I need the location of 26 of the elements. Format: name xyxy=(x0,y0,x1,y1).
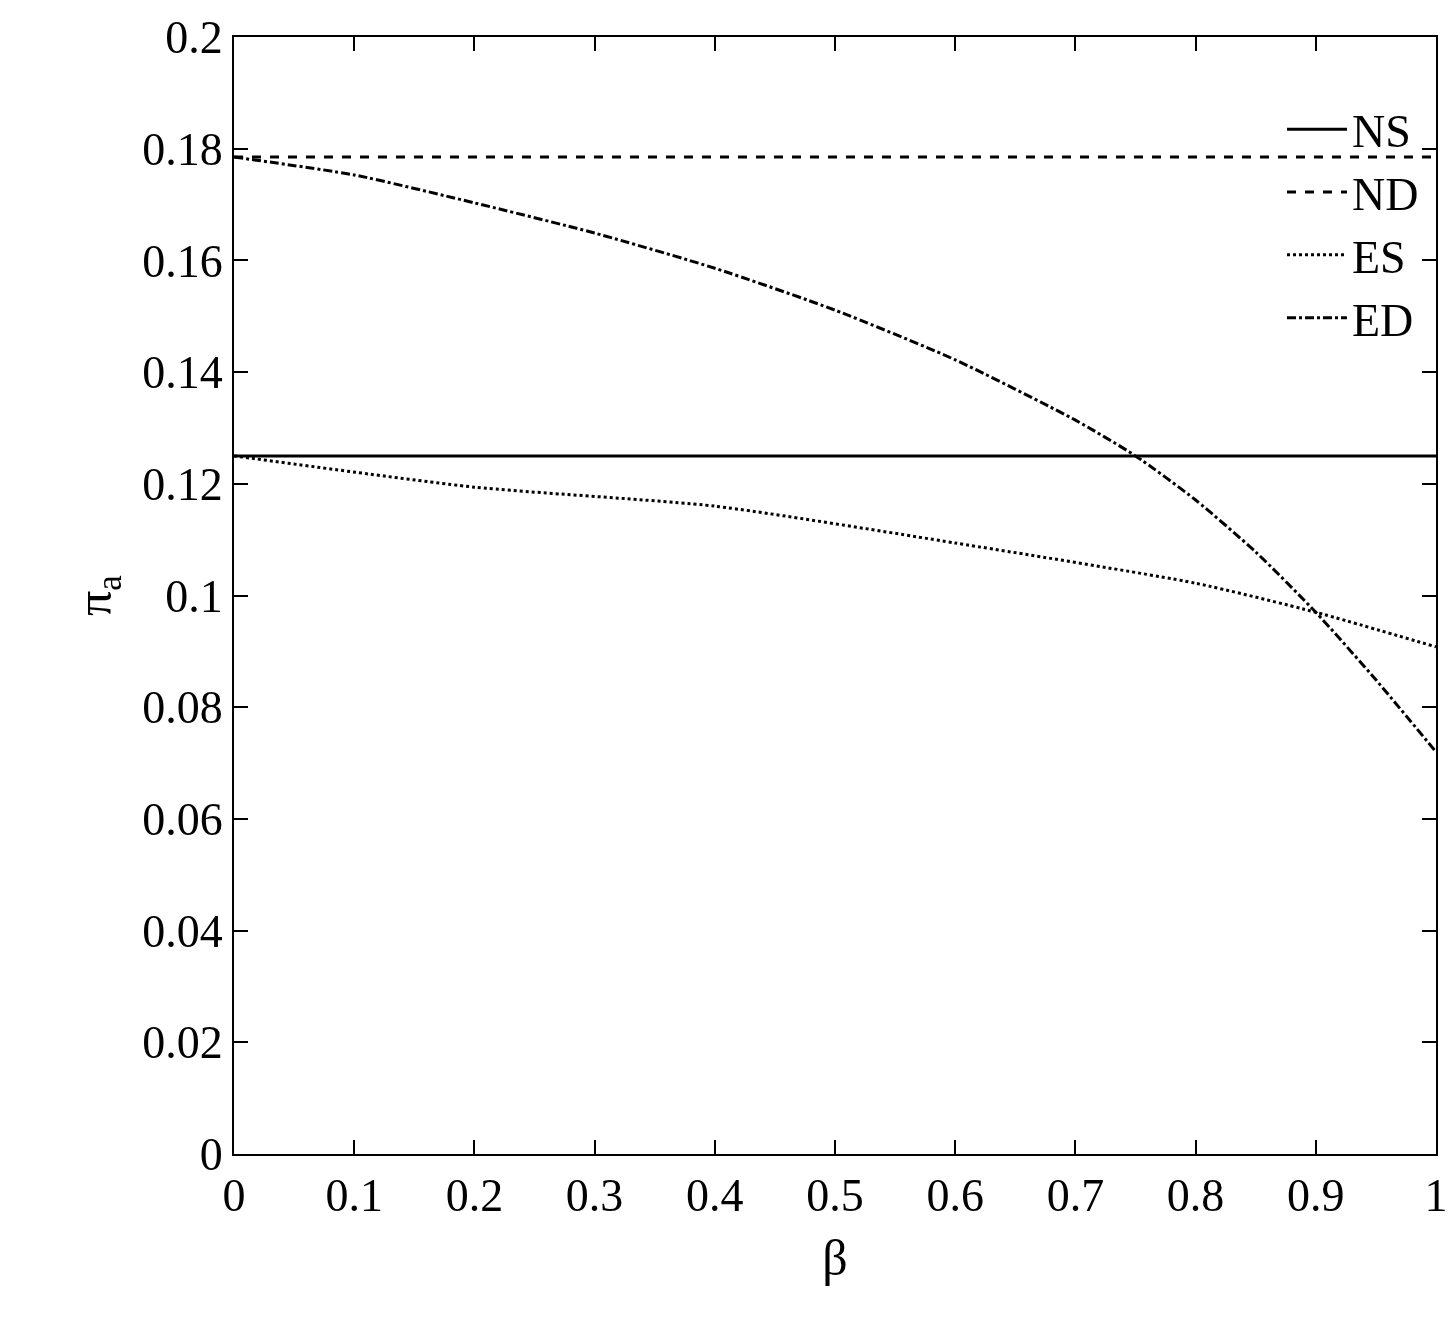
y-tick-label: 0.1 xyxy=(165,570,223,622)
x-tick-label: 0.4 xyxy=(686,1170,744,1222)
x-tick-label: 0.2 xyxy=(445,1170,504,1222)
legend-label: NS xyxy=(1351,106,1411,158)
x-tick-label: 0.7 xyxy=(1046,1170,1105,1222)
x-tick-label: 0.3 xyxy=(565,1170,624,1222)
y-tick-label: 0.14 xyxy=(142,347,223,399)
legend-label: ED xyxy=(1351,294,1414,346)
x-tick-label: 0.9 xyxy=(1287,1170,1345,1222)
x-tick-label: 0.6 xyxy=(926,1170,984,1222)
x-tick-label: 0.8 xyxy=(1166,1170,1225,1222)
y-tick-label: 0.08 xyxy=(142,682,223,734)
y-tick-label: 0.04 xyxy=(142,905,223,957)
x-tick-label: 1 xyxy=(1424,1170,1448,1222)
y-tick-label: 0.18 xyxy=(142,123,223,175)
y-tick-label: 0.02 xyxy=(142,1017,223,1069)
legend-label: ES xyxy=(1351,231,1406,283)
legend-label: ND xyxy=(1351,168,1419,220)
y-tick-label: 0.12 xyxy=(142,458,223,510)
x-axis-title: β xyxy=(822,1230,848,1287)
x-tick-label: 0.5 xyxy=(806,1170,864,1222)
y-tick-label: 0.06 xyxy=(142,794,223,845)
y-tick-label: 0.16 xyxy=(142,235,223,287)
x-tick-label: 0.1 xyxy=(325,1170,383,1222)
y-tick-label: 0.2 xyxy=(165,12,223,64)
y-tick-label: 0 xyxy=(199,1129,223,1181)
